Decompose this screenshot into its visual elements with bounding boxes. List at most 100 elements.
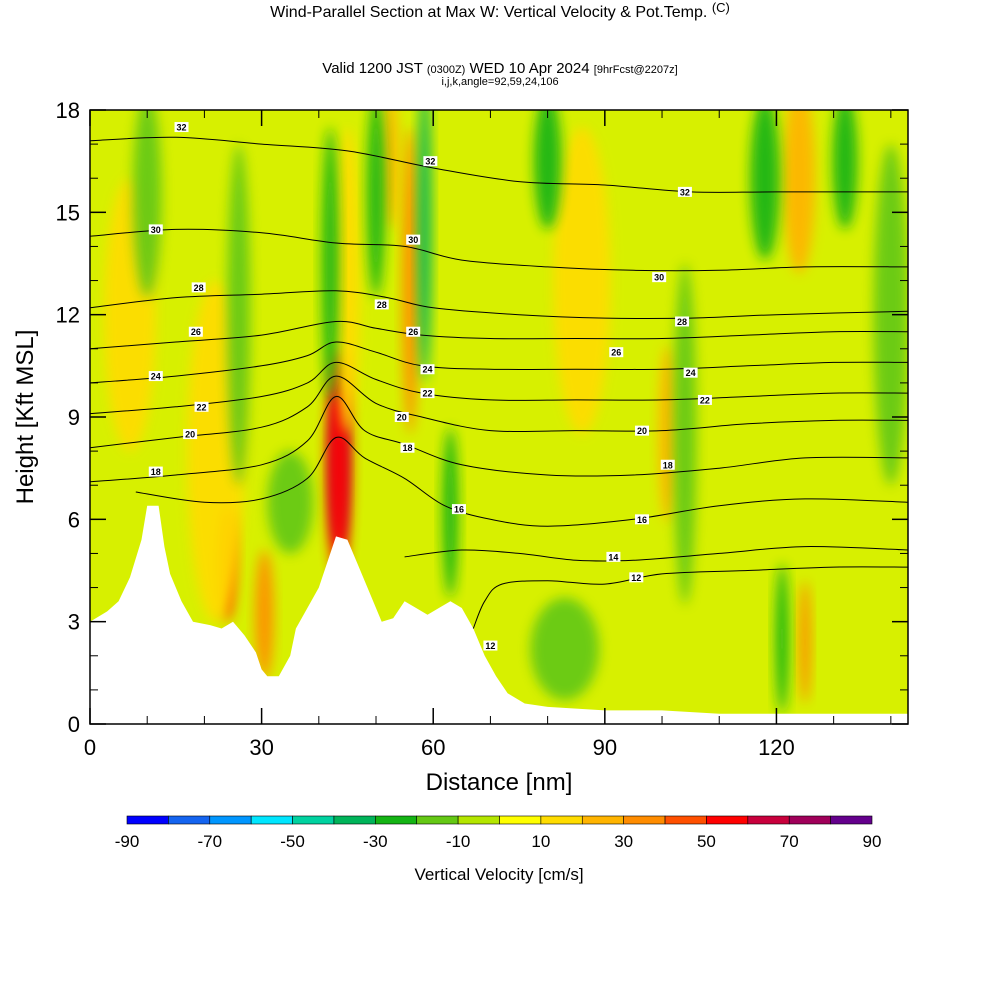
x-tick-label: 30 xyxy=(249,735,273,760)
subtitle-date: WED 10 Apr 2024 xyxy=(469,60,590,77)
colorbar-tick-label: 70 xyxy=(780,832,799,851)
y-tick-label: 12 xyxy=(56,303,80,328)
colorbar-swatch xyxy=(292,815,335,825)
theta-contour-24 xyxy=(90,341,908,384)
velocity-cell xyxy=(658,345,677,523)
velocity-cell xyxy=(442,427,459,598)
contour-label: 22 xyxy=(194,401,209,412)
colorbar-tick-label: 50 xyxy=(697,832,716,851)
contour-label-text: 28 xyxy=(377,300,387,310)
velocity-cell xyxy=(334,127,360,435)
contour-label: 20 xyxy=(394,412,409,423)
contour-label-bg xyxy=(423,156,438,167)
colorbar-swatch xyxy=(209,815,252,825)
velocity-cell xyxy=(799,580,811,704)
velocity-cell xyxy=(382,110,399,230)
colorbar-tick-label: -90 xyxy=(115,832,140,851)
contour-label-bg xyxy=(675,316,690,327)
contour-label: 20 xyxy=(635,425,650,436)
contour-label-bg xyxy=(406,326,421,337)
chart-subtitle: Valid 1200 JST (0300Z) WED 10 Apr 2024 [… xyxy=(0,60,1000,77)
colorbar-swatch xyxy=(830,815,873,825)
contour-label: 28 xyxy=(374,299,389,310)
contour-label-bg xyxy=(194,401,209,412)
contour-label-text: 26 xyxy=(408,327,418,337)
colorbar-tick-label: 10 xyxy=(531,832,550,851)
x-tick-label: 60 xyxy=(421,735,445,760)
colorbar-swatch xyxy=(416,815,459,825)
terrain-mask xyxy=(90,505,908,724)
contour-label-bg xyxy=(374,299,389,310)
contour-label: 26 xyxy=(609,347,624,358)
x-axis-label: Distance [nm] xyxy=(426,769,573,796)
contour-label-bg xyxy=(420,388,435,399)
y-tick-label: 9 xyxy=(68,405,80,430)
subtitle-valid: Valid 1200 JST xyxy=(322,60,423,77)
velocity-cell xyxy=(366,110,386,298)
contour-label-bg xyxy=(606,551,621,562)
colorbar-swatch xyxy=(250,815,293,825)
colorbar-tick-label: 90 xyxy=(863,832,882,851)
title-unit: (C) xyxy=(711,0,730,15)
contour-label: 30 xyxy=(406,234,421,245)
contour-label-bg xyxy=(188,326,203,337)
x-tick-label: 120 xyxy=(758,735,795,760)
y-tick-label: 0 xyxy=(68,712,80,737)
velocity-cell xyxy=(553,127,611,435)
contour-label-bg xyxy=(652,272,667,283)
colorbar-swatch xyxy=(126,815,169,825)
contour-label: 20 xyxy=(183,429,198,440)
contour-label-bg xyxy=(683,367,698,378)
velocity-cell xyxy=(255,550,274,680)
contour-label-text: 16 xyxy=(454,505,464,515)
contour-label: 26 xyxy=(406,326,421,337)
contour-label-bg xyxy=(677,186,692,197)
contour-label-bg xyxy=(394,412,409,422)
y-tick-label: 18 xyxy=(56,98,80,123)
contour-label-text: 32 xyxy=(425,157,435,167)
contour-label: 30 xyxy=(652,272,667,283)
contour-label-text: 24 xyxy=(151,372,161,382)
contour-label-text: 22 xyxy=(422,389,432,399)
contour-label: 24 xyxy=(420,364,435,375)
plot-area: 32 32 32 30 30 30 28 28 28 26 26 26 24 24 24 22 22 22 20 20… xyxy=(89,109,909,725)
contour-label-bg xyxy=(635,425,650,436)
y-axis-label: Height [Kft MSL] xyxy=(12,330,39,505)
colorbar-swatch xyxy=(333,815,376,825)
contour-label: 12 xyxy=(483,640,498,651)
contour-label: 18 xyxy=(148,466,163,477)
velocity-cell xyxy=(775,563,790,714)
contour-label-text: 32 xyxy=(177,123,187,133)
velocity-cell xyxy=(417,110,432,383)
velocity-cell xyxy=(673,263,697,605)
colorbar-swatch xyxy=(706,815,749,825)
colorbar-tick-label: -50 xyxy=(280,832,305,851)
contour-label-text: 12 xyxy=(485,641,495,651)
contour-label-text: 20 xyxy=(397,413,407,423)
contour-label-text: 20 xyxy=(637,426,647,436)
velocity-cell xyxy=(267,451,314,554)
contour-label: 26 xyxy=(188,326,203,337)
contour-label-bg xyxy=(483,640,498,651)
colorbar-swatch xyxy=(499,815,542,825)
contour-label: 28 xyxy=(191,282,206,293)
contour-label: 12 xyxy=(629,572,644,583)
theta-contour-20 xyxy=(90,375,908,449)
contour-label: 22 xyxy=(420,388,435,399)
theta-contour-14 xyxy=(404,546,908,562)
contour-label-text: 18 xyxy=(402,443,412,453)
contour-label-bg xyxy=(400,442,415,453)
contour-label-text: 18 xyxy=(151,467,161,477)
contour-label: 32 xyxy=(174,122,189,133)
velocity-cell xyxy=(227,144,251,486)
colorbar-tick-label: -10 xyxy=(446,832,471,851)
contour-label-bg xyxy=(609,347,624,358)
colorbar-label: Vertical Velocity [cm/s] xyxy=(414,865,583,884)
x-tick-label: 0 xyxy=(84,735,96,760)
contour-label-text: 30 xyxy=(408,235,418,245)
subtitle-utc: (0300Z) xyxy=(426,64,466,76)
contour-label-text: 14 xyxy=(608,552,618,562)
theta-contour-16 xyxy=(135,436,908,527)
x-tick-label: 90 xyxy=(593,735,617,760)
